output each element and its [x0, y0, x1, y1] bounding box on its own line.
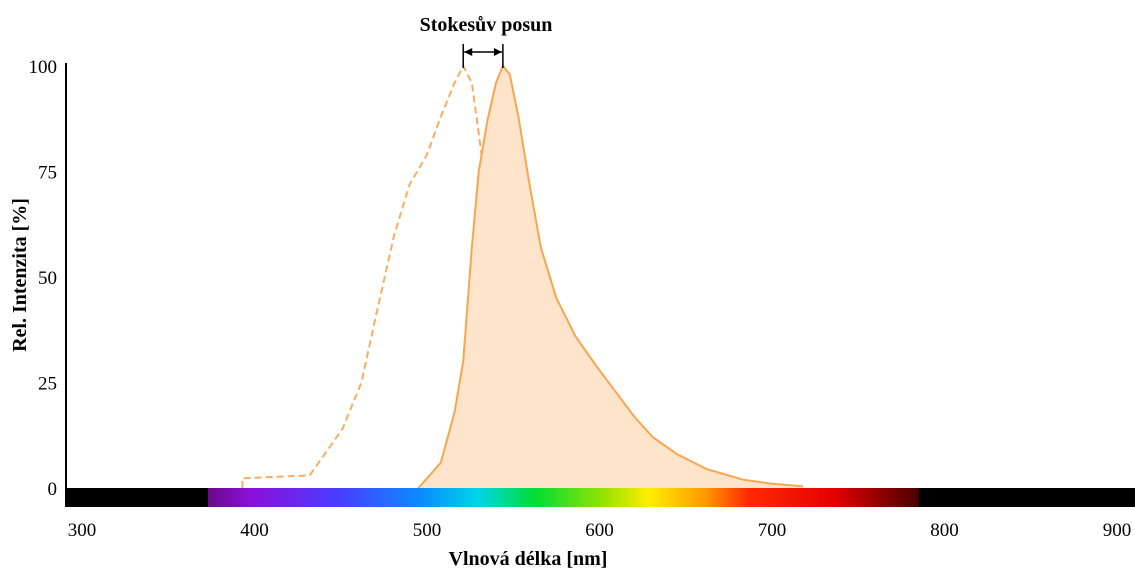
x-tick-label: 700 [758, 520, 787, 541]
x-tick-label: 600 [585, 520, 614, 541]
x-tick-label: 300 [68, 520, 97, 541]
excitation-series-line [241, 65, 635, 489]
stokes-arrow-left-head [464, 48, 473, 56]
emission-series-line [417, 65, 804, 489]
y-tick-label: 0 [48, 479, 58, 500]
y-tick-label: 25 [38, 374, 57, 395]
series-layer [241, 65, 804, 489]
x-tick-label: 400 [240, 520, 269, 541]
x-tick-label: 800 [930, 520, 959, 541]
x-tick-label: 900 [1103, 520, 1132, 541]
y-tick-label: 50 [38, 268, 57, 289]
y-tick-label: 75 [38, 163, 57, 184]
stokes-shift-label: Stokesův posun [420, 14, 553, 36]
visible-spectrum-band [207, 488, 919, 507]
emission-area-fill [418, 66, 804, 488]
stokes-shift-marker [462, 44, 504, 68]
y-tick-label: 100 [29, 57, 58, 78]
y-axis-title: Rel. Intenzita [%] [9, 198, 31, 352]
stokes-arrow-right-head [493, 48, 502, 56]
x-axis-title: Vlnová délka [nm] [449, 548, 608, 570]
y-tick-labels: 0 25 50 75 100 [29, 57, 58, 500]
x-tick-labels: 300 400 500 600 700 800 900 [68, 520, 1132, 541]
x-tick-label: 500 [413, 520, 442, 541]
